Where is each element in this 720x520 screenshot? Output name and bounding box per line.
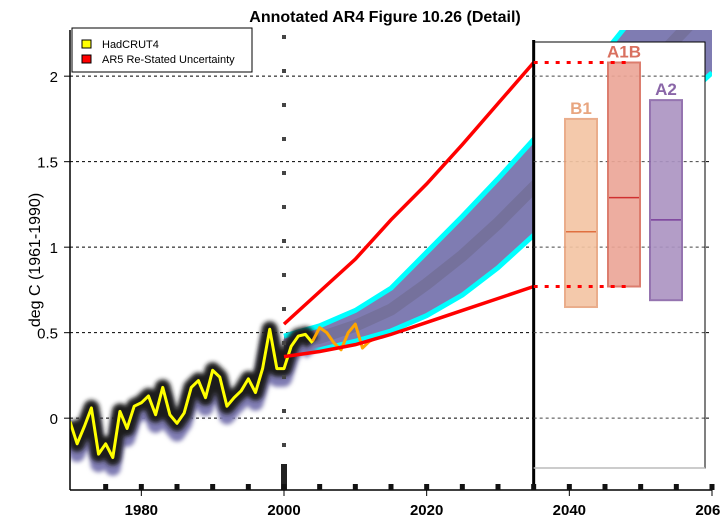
ensemble-band [70, 321, 319, 466]
legend-box [71, 27, 253, 73]
x-minor-tick [602, 484, 608, 490]
x-minor-tick [103, 484, 109, 490]
ar5-lower-line [283, 284, 535, 359]
x-minor-tick [673, 484, 679, 490]
chart-title: Annotated AR4 Figure 10.26 (Detail) [249, 9, 520, 26]
x-minor-tick [638, 484, 644, 490]
scenario-label-a1b: A1B [607, 42, 641, 61]
x-tick-label: 2000 [267, 502, 300, 519]
x-minor-tick [495, 484, 501, 490]
x-tick-label: 2060 [695, 502, 720, 519]
x-minor-tick [210, 484, 216, 490]
reference-dot [282, 205, 286, 209]
x-tick-label: 2040 [553, 502, 586, 519]
legend-label-ar5: AR5 Re-Stated Uncertainty [102, 54, 235, 66]
scenario-bar-b1 [564, 117, 598, 309]
y-tick-label: 2 [50, 69, 58, 86]
hadcrut4-line [70, 327, 314, 460]
x-minor-tick [424, 484, 430, 490]
y-axis-label: deg C (1961-1990) [27, 193, 44, 327]
y-tick-label: 1.5 [37, 155, 58, 172]
x-minor-tick [245, 484, 251, 490]
x-tick-label: 2020 [410, 502, 443, 519]
x-minor-tick [317, 484, 323, 490]
axes: 0 0.5 1 1.5 2 1980 2000 2020 2040 2060 [37, 30, 720, 519]
legend-swatch-ar5 [81, 54, 92, 64]
reference-dot [282, 103, 286, 107]
x-minor-tick [709, 484, 715, 490]
reference-dot [282, 443, 286, 447]
x-minor-tick [352, 484, 358, 490]
reference-dot [282, 171, 286, 175]
reference-dot [282, 307, 286, 311]
reference-dot [282, 239, 286, 243]
scenario-inset: B1 A1B A2 [532, 40, 706, 490]
projection-upper-line [283, 30, 627, 339]
scenario-label-a2: A2 [655, 80, 677, 99]
x-minor-tick [281, 484, 287, 490]
reference-dot [282, 273, 286, 277]
scenario-bar-a2 [649, 99, 683, 302]
legend-label-hadcrut4: HadCRUT4 [102, 39, 159, 51]
reference-dot [282, 409, 286, 413]
x-minor-tick [174, 484, 180, 490]
legend-swatch-hadcrut4 [81, 39, 92, 49]
reference-dot [282, 375, 286, 379]
x-minor-tick [531, 484, 537, 490]
y-tick-label: 0 [50, 411, 58, 428]
reference-dot [282, 69, 286, 73]
x-minor-tick [388, 484, 394, 490]
scenario-bar-a1b [607, 61, 641, 288]
y-tick-label: 1 [50, 240, 58, 257]
recent-observations-line [311, 322, 378, 352]
reference-dot [282, 137, 286, 141]
reference-dot [282, 341, 286, 345]
reference-dot [282, 35, 286, 39]
y-tick-label: 0.5 [37, 326, 58, 343]
x-minor-tick [138, 484, 144, 490]
ar5-upper-line [282, 61, 535, 326]
scenario-label-b1: B1 [570, 99, 592, 118]
x-minor-tick [566, 484, 572, 490]
reference-marker [281, 464, 287, 490]
legend: HadCRUT4 AR5 Re-Stated Uncertainty [71, 27, 253, 73]
x-tick-label: 1980 [125, 502, 158, 519]
x-minor-tick [459, 484, 465, 490]
